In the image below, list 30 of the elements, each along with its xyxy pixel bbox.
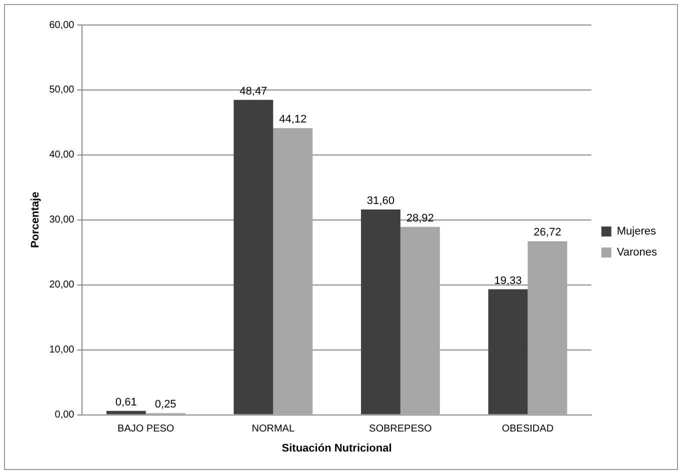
bar	[488, 289, 528, 414]
y-tick-label: 10,00	[49, 344, 75, 356]
x-tick-label: NORMAL	[252, 424, 295, 435]
data-label: 19,33	[494, 274, 522, 287]
bar	[273, 128, 313, 414]
data-label: 48,47	[240, 85, 268, 98]
legend-label: Varones	[616, 246, 658, 259]
y-tick-label: 20,00	[49, 280, 75, 291]
data-label: 0,25	[154, 398, 176, 411]
bar	[106, 410, 146, 414]
bar	[234, 100, 274, 414]
data-label: 0,61	[115, 396, 137, 408]
data-label: 31,60	[366, 195, 394, 208]
data-label: 26,72	[534, 226, 562, 239]
x-axis-title: Situación Nutricional	[282, 442, 392, 454]
x-tick-label: OBESIDAD	[502, 424, 554, 435]
bar	[360, 210, 400, 414]
y-axis-title: Porcentaje	[30, 192, 42, 248]
legend-label: Mujeres	[616, 226, 656, 238]
bar	[528, 241, 568, 414]
y-tick-label: 60,00	[49, 20, 75, 31]
y-tick-label: 50,00	[49, 84, 75, 96]
bar	[400, 226, 440, 414]
y-tick-label: 0,00	[54, 410, 75, 421]
data-label: 44,12	[279, 114, 307, 126]
y-tick-label: 40,00	[49, 150, 75, 161]
data-label: 28,92	[406, 212, 434, 224]
x-tick-label: BAJO PESO	[118, 424, 174, 435]
y-tick-label: 30,00	[49, 214, 75, 226]
x-tick-label: SOBREPESO	[369, 424, 432, 435]
